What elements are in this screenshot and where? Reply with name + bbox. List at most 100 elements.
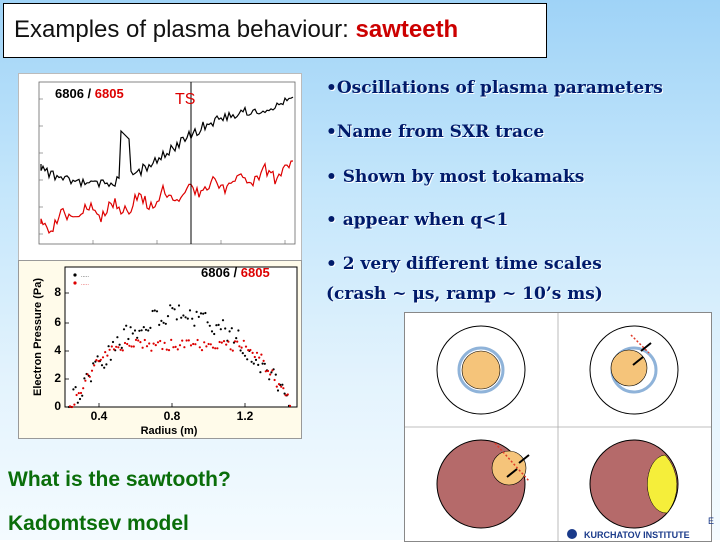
black-profile-point: [206, 321, 209, 324]
red-profile-point: [207, 342, 210, 346]
pe-ytick: 8: [54, 285, 61, 299]
black-profile-point: [210, 330, 214, 333]
black-profile-point: [193, 324, 196, 327]
red-profile-point: [170, 338, 173, 341]
red-profile-point: [104, 351, 107, 354]
red-profile-point: [203, 341, 206, 344]
red-profile-point: [187, 339, 190, 342]
red-profile-point: [75, 393, 78, 397]
black-profile-point: [208, 324, 211, 327]
red-profile-point: [258, 356, 261, 359]
red-profile-point: [269, 373, 272, 376]
red-profile-point: [123, 341, 127, 345]
black-profile-point: [263, 362, 266, 365]
red-profile-point: [82, 387, 85, 390]
red-profile-point: [176, 348, 179, 351]
black-trace: [40, 96, 294, 189]
red-profile-point: [174, 345, 177, 348]
red-profile-point: [185, 339, 188, 342]
red-profile-point: [247, 349, 250, 352]
black-profile-point: [166, 315, 170, 318]
red-profile-point: [132, 345, 135, 348]
red-profile-point: [68, 405, 72, 408]
red-profile-point: [286, 393, 289, 396]
black-profile-point: [131, 332, 134, 335]
black-profile-point: [241, 352, 244, 355]
bullet-name-from-sxr: •Name from SXR trace: [326, 122, 545, 142]
logo-text: KURCHATOV INSTITUTE: [584, 530, 690, 540]
black-profile-point: [246, 358, 249, 361]
kadomtsev-panel-2: [589, 325, 679, 415]
black-profile-point: [133, 329, 137, 332]
bullet-q-less-1: • appear when q<1: [326, 210, 509, 230]
red-profile-point: [152, 342, 155, 345]
black-profile-point: [276, 389, 280, 392]
red-profile-point: [117, 346, 120, 349]
black-profile-point: [92, 362, 95, 365]
red-profile-point: [134, 338, 138, 341]
red-profile-point: [236, 340, 239, 343]
black-profile-point: [72, 388, 75, 391]
pe-xtick: 1.2: [237, 409, 254, 423]
red-profile-point: [90, 369, 94, 372]
black-profile-point: [160, 319, 163, 322]
red-profile-point: [209, 343, 212, 346]
red-profile-point: [211, 346, 215, 349]
bullet-time-scales: • 2 very different time scales: [326, 254, 602, 274]
red-profile-point: [277, 383, 281, 386]
kurchatov-logo: KURCHATOV INSTITUTE E: [560, 514, 720, 540]
time-trace-plot: 6806 / 6805 TS: [18, 73, 302, 263]
black-profile-point: [144, 328, 148, 331]
logo-edge-letter: E: [708, 516, 714, 526]
red-profile-point: [88, 375, 91, 378]
black-profile-point: [188, 309, 192, 312]
black-profile-point: [175, 318, 178, 321]
red-profile-point: [156, 341, 160, 344]
red-profile-point: [251, 351, 254, 354]
pe-y-tick-labels: 0 2 4 6 8: [54, 285, 61, 413]
black-profile-point: [111, 340, 115, 344]
ts-x-ticks: [92, 240, 286, 244]
red-profile-point: [216, 347, 219, 350]
black-profile-point: [180, 316, 183, 319]
black-profile-point: [204, 311, 207, 315]
black-profile-point: [184, 316, 187, 319]
bullet-oscillations: •Oscillations of plasma parameters: [326, 78, 663, 98]
kadomtsev-diagram: [404, 312, 712, 542]
red-profile-point: [262, 359, 265, 362]
red-profile-point: [205, 345, 208, 348]
red-profile-point: [130, 345, 133, 348]
red-profile-point: [126, 342, 129, 346]
red-profile-point: [244, 345, 248, 348]
red-profile-point: [161, 347, 164, 351]
red-profile-point: [264, 370, 267, 373]
red-profile-point: [282, 387, 285, 390]
black-profile-point: [195, 310, 198, 313]
kadomtsev-panel-4: [589, 439, 679, 529]
black-profile-point: [136, 336, 139, 339]
pe-ytick: 2: [54, 371, 61, 385]
svg-text:.....: .....: [81, 273, 89, 279]
black-profile-point: [219, 328, 222, 331]
pe-xlabel: Radius (m): [141, 425, 198, 437]
red-profile-point: [266, 369, 270, 373]
red-profile-point: [115, 345, 118, 348]
black-profile-point: [151, 309, 154, 313]
black-profile-point: [147, 329, 150, 332]
red-profile-point: [255, 351, 259, 354]
black-profile-point: [78, 397, 82, 401]
ts-shot-black: 6806: [55, 86, 84, 101]
black-profile-point: [120, 346, 123, 349]
black-profile-point: [118, 343, 121, 346]
red-profile-point: [222, 340, 226, 343]
red-profile-point: [150, 349, 153, 352]
red-profile-point: [148, 342, 151, 345]
title-highlight: sawteeth: [355, 16, 459, 43]
black-profile-point: [213, 332, 216, 336]
black-profile-point: [125, 324, 128, 327]
black-profile-point: [138, 329, 141, 332]
red-profile-point: [240, 346, 243, 349]
red-profile-point: [233, 340, 237, 343]
black-profile-point: [197, 315, 200, 318]
black-profile-point: [173, 308, 176, 311]
